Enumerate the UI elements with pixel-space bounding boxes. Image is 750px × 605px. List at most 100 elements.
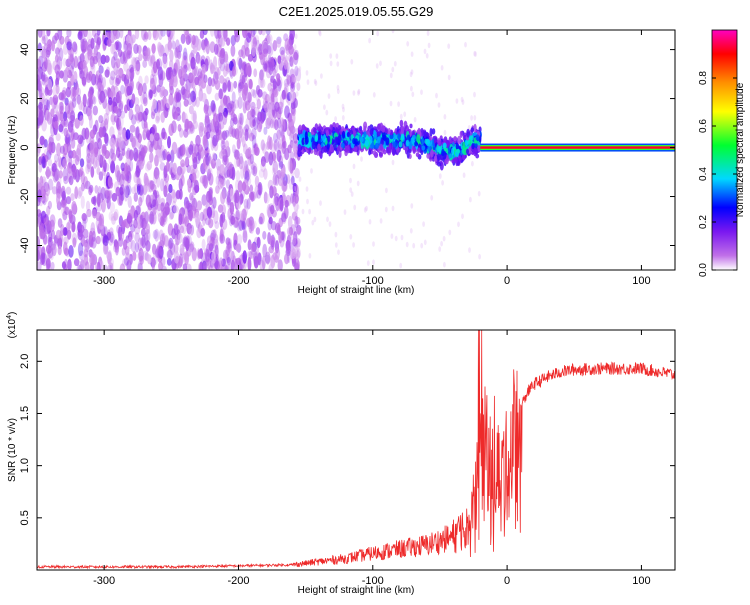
heatmap-cell-981	[199, 261, 204, 270]
heatmap-cell-2106	[86, 31, 92, 42]
heatmap-cell-1872	[189, 241, 195, 251]
heatmap-cell-1202	[88, 70, 93, 81]
heatmap-cell-1712	[289, 56, 294, 67]
heatmap-cell-1394	[103, 226, 108, 240]
heatmap-cell-1369	[255, 227, 261, 235]
heatmap-cell-1815	[279, 198, 284, 212]
heatmap-cell-1402	[166, 250, 172, 259]
heatmap-cell-1822	[138, 184, 144, 196]
heatmap-cell-3658	[334, 136, 339, 146]
heatmap-cell-2204	[294, 154, 298, 160]
heatmap-cell-2284	[461, 213, 464, 220]
heatmap-cell-2068	[251, 128, 257, 140]
heatmap-cell-1829	[253, 106, 260, 116]
heatmap-cell-1587	[84, 261, 90, 270]
heatmap-cell-2243	[443, 129, 447, 136]
heatmap-cell-1486	[98, 73, 103, 86]
heatmap-cell-1512	[192, 120, 198, 130]
heatmap-cell-1859	[40, 252, 46, 265]
heatmap-cell-2086	[202, 135, 208, 147]
heatmap-cell-1123	[190, 49, 195, 60]
heatmap-cell-2030	[214, 43, 219, 55]
heatmap-cell-1785	[254, 146, 260, 156]
heatmap-cell-1122	[127, 195, 132, 208]
heatmap-cell-1294	[277, 79, 282, 92]
heatmap-cell-988	[68, 65, 74, 76]
heatmap-cell-897	[77, 242, 84, 257]
heatmap-cell-977	[113, 208, 119, 221]
heatmap-cell-546	[65, 196, 72, 205]
heatmap-cell-736	[136, 81, 141, 91]
heatmap-cell-1723	[274, 192, 280, 203]
heatmap-cell-3640	[304, 131, 308, 140]
heatmap-cell-792	[85, 200, 91, 212]
heatmap-cell-76	[286, 174, 291, 185]
heatmap-cell-1289	[121, 220, 127, 228]
heatmap-cell-2228	[422, 221, 425, 227]
heatmap-cell-308	[262, 243, 268, 258]
heatmap-cell-2206	[427, 42, 431, 49]
heatmap-cell-666	[158, 245, 164, 259]
heatmap-cell-2043	[294, 244, 299, 258]
heatmap-cell-1497	[225, 179, 231, 189]
heatmap-cell-2285	[393, 60, 397, 67]
heatmap-cell-1678	[115, 69, 120, 78]
heatmap-cell-1145	[70, 138, 76, 149]
heatmap-cell-1993	[144, 217, 149, 230]
heatmap-cell-370	[122, 258, 128, 267]
heatmap-cell-1982	[129, 124, 136, 133]
heatmap-cell-1722	[79, 166, 84, 176]
heatmap-cell-3506	[299, 133, 304, 139]
heatmap-cell-445	[106, 231, 112, 241]
heatmap-cell-2070	[152, 98, 157, 110]
heatmap-cell-582	[269, 235, 275, 247]
heatmap-cell-3591	[376, 131, 381, 137]
heatmap-cell-1846	[85, 153, 92, 164]
heatmap-cell-1795	[165, 99, 170, 109]
heatmap-cell-1975	[143, 97, 148, 107]
heatmap-cell-883	[76, 94, 82, 105]
heatmap-cell-2127	[256, 189, 262, 199]
heatmap-cell-2051	[90, 236, 97, 249]
heatmap-cell-1517	[57, 245, 62, 256]
heatmap-cell-1442	[236, 137, 241, 150]
heatmap-cell-983	[189, 228, 194, 236]
heatmap-cell-1449	[147, 139, 153, 153]
heatmap-cell-1721	[249, 220, 255, 232]
heatmap-cell-1440	[225, 261, 230, 270]
heatmap-cell-1921	[133, 218, 138, 229]
heatmap-cell-3481	[462, 154, 466, 161]
heatmap-cell-3655	[369, 128, 374, 136]
heatmap-cell-42	[237, 96, 243, 109]
heatmap-cell-3551	[313, 127, 317, 134]
heatmap-cell-2007	[149, 152, 154, 163]
heatmap-cell-3613	[426, 139, 431, 145]
heatmap-cell-751	[153, 139, 159, 151]
heatmap-cell-1352	[177, 124, 182, 132]
heatmap-cell-1484	[45, 49, 51, 58]
heatmap-cell-1870	[235, 170, 241, 182]
snr-y-tick-label-2: 1.5	[19, 406, 31, 421]
heatmap-cell-1529	[242, 100, 247, 114]
heatmap-cell-402	[101, 198, 106, 213]
heatmap-cell-3604	[469, 135, 474, 141]
heatmap-cell-1873	[37, 42, 42, 52]
heatmap-cell-1189	[37, 143, 41, 157]
heatmap-cell-2221	[350, 191, 354, 197]
colorbar: 0.0 0.2 0.4 0.6 0.8 Normalized spectral ampl…	[698, 29, 746, 277]
chart-title: C2E1.2025.019.05.55.G29	[279, 4, 434, 19]
heatmap-cell-1647	[162, 210, 167, 223]
heatmap-cell-745	[202, 261, 208, 270]
heatmap-cell-1331	[158, 261, 163, 270]
heatmap-cell-1898	[118, 115, 124, 128]
heatmap-cell-1400	[234, 258, 239, 270]
heatmap-cell-1685	[46, 258, 51, 269]
heatmap-cell-2258	[357, 88, 361, 95]
heatmap-cell-1105	[204, 58, 209, 72]
heatmap-cell-715	[261, 68, 265, 79]
heatmap-cell-1348	[263, 100, 269, 113]
heatmap-cell-2345	[440, 240, 443, 247]
heatmap-cell-333	[63, 236, 69, 245]
heatmap-cell-968	[225, 197, 232, 205]
heatmap-cell-3645	[466, 148, 469, 155]
